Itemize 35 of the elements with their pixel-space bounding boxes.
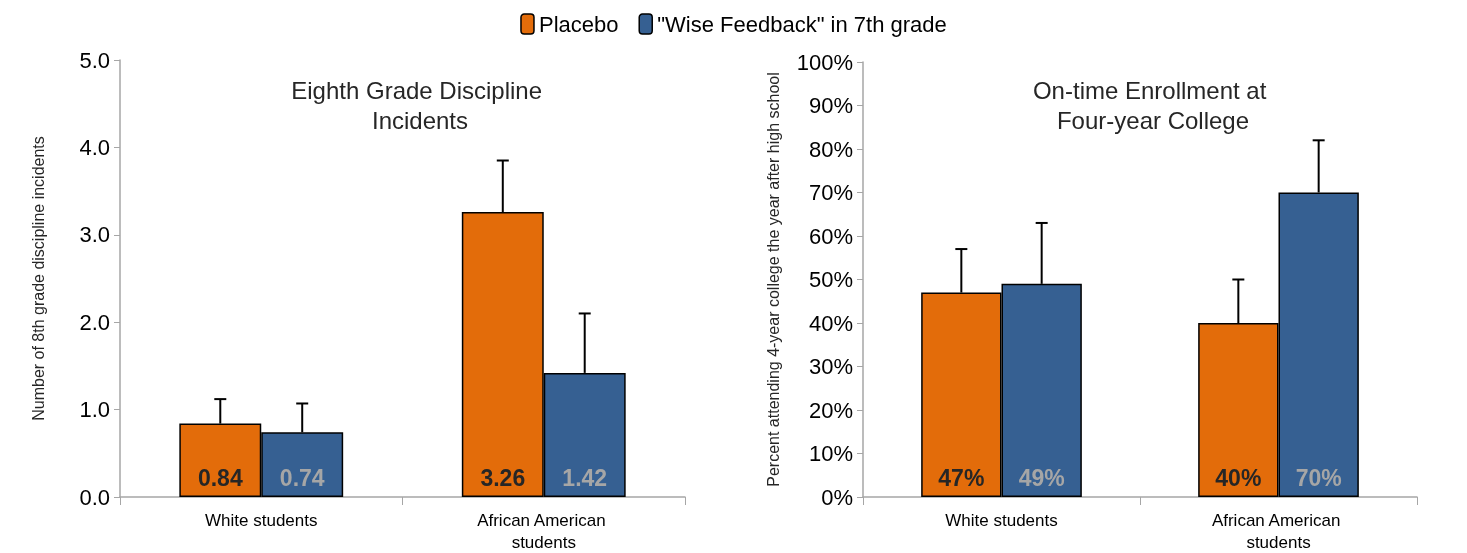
y-tick-label: 0%: [821, 484, 853, 510]
y-tick-label: 3.0: [79, 222, 110, 248]
y-tick-label: 80%: [808, 136, 853, 162]
text: Eighth Grade Discipline Incidents: [291, 76, 549, 134]
y-tick-label: 1.0: [79, 397, 110, 423]
y-tick-label: 100%: [796, 49, 853, 75]
data-label: 49%: [1018, 464, 1065, 491]
y-tick-label: 50%: [808, 267, 853, 292]
y-tick-label: 5.0: [79, 47, 110, 73]
y-tick-label: 40%: [808, 310, 853, 336]
y-tick-label: 10%: [808, 441, 853, 466]
y-axis-title: Number of 8th grade discipline incidents: [29, 136, 47, 421]
x-tick-label: African American students: [1211, 510, 1346, 552]
data-label: 3.26: [480, 464, 526, 491]
text: On-time Enrollment at Four-year College: [1032, 76, 1274, 134]
x-tick-label: White students: [945, 510, 1058, 530]
x-tick-label: African American students: [477, 510, 611, 552]
data-label: 40%: [1215, 464, 1262, 491]
data-label: 70%: [1295, 464, 1342, 491]
legend-label: "Wise Feedback" in 7th grade: [657, 11, 947, 37]
x-tick-label: White students: [205, 510, 318, 530]
data-label: 47%: [938, 464, 985, 491]
y-tick-label: 90%: [808, 93, 853, 118]
y-tick-label: 2.0: [79, 309, 110, 335]
data-label: 1.42: [562, 464, 608, 491]
y-axis-title: Percent attending 4-year college the year after high school: [764, 72, 782, 487]
y-tick-label: 20%: [808, 397, 853, 423]
data-label: 0.84: [197, 464, 243, 491]
y-tick-label: 60%: [808, 223, 853, 249]
y-tick-label: 30%: [808, 354, 853, 379]
y-tick-label: 0.0: [79, 484, 110, 510]
legend-label: Placebo: [538, 11, 619, 37]
data-label: 0.74: [279, 464, 325, 491]
y-tick-label: 70%: [808, 180, 853, 205]
y-tick-label: 4.0: [79, 134, 110, 160]
